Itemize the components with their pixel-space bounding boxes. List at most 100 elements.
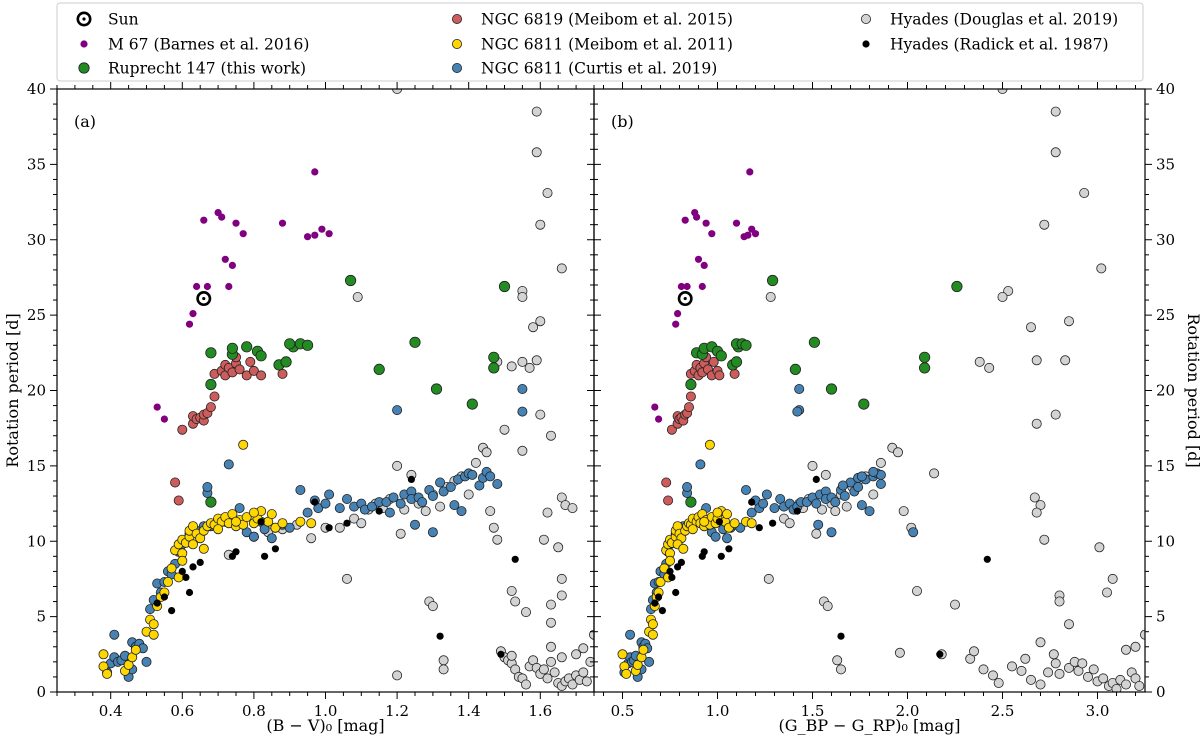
point-ngc6811c-81 [794, 383, 805, 394]
panel-label-b: (b) [611, 112, 634, 131]
point-hyd_d-88 [1130, 641, 1141, 652]
point-hyd_d-69 [524, 362, 535, 373]
point-m67-2 [672, 320, 680, 328]
point-hyd_r-20 [511, 555, 519, 563]
point-hyd_d-57 [581, 676, 592, 687]
point-m67-0 [153, 403, 161, 411]
point-ngc6811c-79 [427, 527, 438, 538]
point-hyd_d-75 [567, 503, 578, 514]
point-ngc6811c-70 [864, 506, 875, 517]
point-rup147-6 [255, 350, 267, 362]
x-tick-label-a-5: 1.4 [457, 702, 481, 720]
point-hyd_d-16 [395, 528, 406, 539]
point-hyd_d-77 [1029, 492, 1040, 503]
point-hyd_d-45 [1064, 662, 1075, 673]
point-hyd_r-5 [672, 588, 680, 597]
point-hyd_d-61 [1140, 629, 1145, 640]
point-rup147-17 [466, 398, 478, 410]
point-hyd_d-14 [841, 501, 852, 512]
point-hyd_r-0 [651, 599, 659, 607]
legend-item-rup147: Ruprecht 147 (this work) [78, 60, 306, 78]
point-hyd_d-72 [1060, 355, 1071, 366]
legend-item-hyd_r: Hyades (Radick et al. 1987) [862, 36, 1109, 54]
point-hyd_d-62 [1050, 106, 1061, 117]
point-hyd_d-83 [506, 586, 517, 597]
point-ngc6819-8 [205, 402, 216, 413]
point-m67-15 [732, 219, 741, 227]
y-tick-label-a-5: 25 [27, 306, 46, 324]
point-ngc6811c-83 [492, 478, 503, 489]
point-m67-12 [228, 261, 236, 269]
point-m67-0 [651, 403, 659, 411]
point-ngc6819-19 [245, 356, 256, 367]
point-m67-6 [203, 282, 211, 291]
point-rup147-15 [808, 336, 821, 348]
point-rup147-20 [498, 280, 511, 293]
point-hyd_d-90 [510, 596, 521, 607]
point-hyd_d-10 [356, 518, 367, 529]
point-m67-10 [221, 255, 229, 263]
point-rup147-8 [280, 356, 292, 368]
point-hyd_d-8 [811, 528, 822, 539]
point-rup147-19 [488, 351, 500, 363]
point-ngc6811m-2 [102, 668, 113, 679]
panel-b: 0 5 10 15 20 25 30 35 40 0.5 1.0 1.5 2.0 2.5 3.0 (b) (G_… [593, 80, 1200, 735]
legend-label-ngc6811c: NGC 6811 (Curtis et al. 2019) [481, 60, 717, 78]
point-hyd_d-68 [531, 355, 542, 366]
point-hyd_d-63 [1050, 147, 1061, 158]
point-hyd_d-57 [1121, 679, 1132, 690]
point-ngc6811c-57 [395, 498, 406, 509]
legend-marker-ngc6811m [451, 39, 462, 50]
point-hyd_d-59 [531, 106, 542, 117]
point-ngc6811c-3 [109, 629, 120, 640]
point-hyd_r-18 [837, 632, 845, 640]
legend-label-rup147: Ruprecht 147 (this work) [108, 60, 306, 78]
point-hyd_d-27 [765, 291, 776, 302]
point-hyd_d-9 [349, 513, 360, 524]
point-ngc6811c-80 [384, 507, 395, 518]
point-hyd_d-86 [427, 601, 438, 612]
point-hyd_d-89 [352, 291, 363, 302]
point-rup147-13 [766, 274, 779, 287]
point-rup147-3 [226, 342, 238, 354]
point-hyd_d-67 [528, 322, 539, 333]
legend-label-m67: M 67 (Barnes et al. 2016) [108, 36, 309, 54]
point-hyd_d-97 [578, 643, 589, 654]
point-ngc6811m-48 [187, 539, 198, 550]
point-hyd_d-71 [1031, 355, 1042, 366]
point-ngc6811c-57 [811, 498, 822, 509]
y-axis-title-a: Rotation period [d] [3, 313, 22, 467]
point-ngc6811m-55 [148, 629, 159, 640]
legend-item-sun: Sun [76, 11, 139, 29]
point-hyd_d-78 [553, 542, 564, 553]
point-ngc6811c-28 [682, 481, 693, 492]
point-ngc6811m-6 [130, 644, 141, 655]
y-tick-label-a-3: 15 [27, 457, 46, 475]
point-hyd_d-71 [535, 409, 546, 420]
point-hyd_d-22 [435, 501, 446, 512]
point-hyd_d-84 [1064, 619, 1075, 630]
point-hyd_d-37 [993, 678, 1004, 689]
point-ngc6819-24 [663, 495, 674, 506]
point-ngc6811c-44 [313, 503, 324, 514]
point-ngc6811c-83 [875, 478, 886, 489]
point-hyd_d-29 [822, 601, 833, 612]
point-ngc6819-19 [708, 356, 719, 367]
x-tick-label-b-4: 2.5 [991, 702, 1015, 720]
point-hyd_d-2 [784, 518, 795, 529]
point-ngc6819-21 [714, 370, 725, 381]
point-ngc6811c-47 [334, 503, 345, 514]
point-ngc6811c-80 [908, 527, 919, 538]
y-axis-title-b: Rotation period [d] [1184, 313, 1200, 467]
point-ngc6811m-0 [98, 649, 109, 660]
point-ngc6811c-70 [456, 506, 467, 517]
point-hyd_d-40 [521, 679, 532, 690]
point-ngc6811m-49 [678, 543, 689, 554]
legend-marker-m67 [80, 40, 88, 48]
legend-item-ngc6811m: NGC 6811 (Meibom et al. 2011) [451, 36, 733, 54]
point-ngc6819-0 [177, 424, 188, 435]
y-tick-label-a-8: 40 [27, 80, 46, 98]
point-hyd_r-12 [725, 545, 733, 553]
point-rup147-8 [730, 356, 743, 368]
point-ngc6811c-79 [826, 527, 837, 538]
